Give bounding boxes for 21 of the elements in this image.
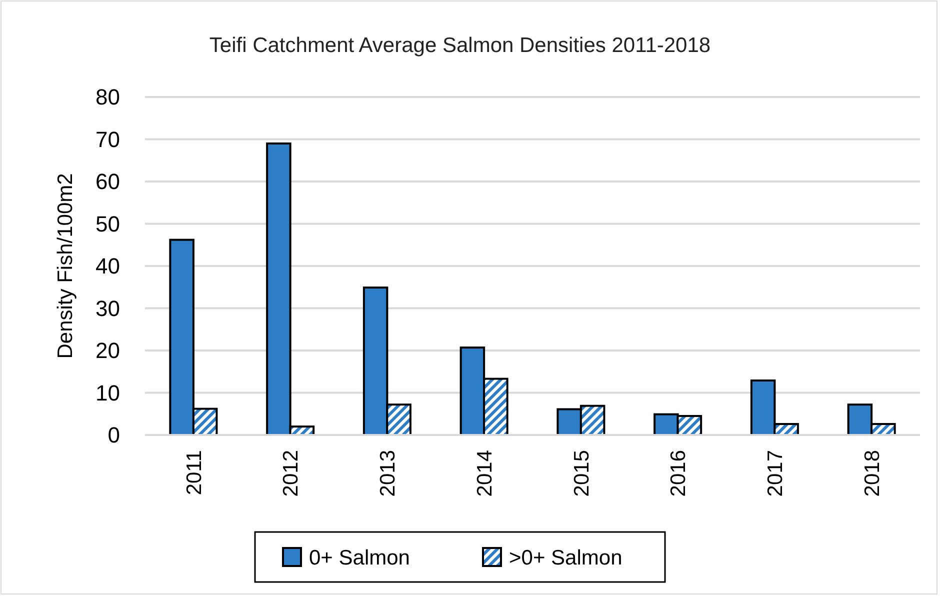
y-tick-label: 60 (96, 169, 120, 194)
chart-title: Teifi Catchment Average Salmon Densities 2011-2018 (209, 34, 711, 57)
y-tick-label: 30 (96, 296, 120, 321)
x-tick-label: 2015 (570, 450, 594, 497)
y-tick-label: 50 (96, 211, 120, 236)
y-tick-label: 70 (96, 126, 120, 152)
legend-label: >0+ Salmon (509, 546, 622, 570)
y-tick-label: 0 (108, 422, 120, 448)
y-tick-label: 20 (96, 338, 120, 364)
x-tick-label: 2013 (376, 450, 400, 497)
y-tick-label: 40 (96, 254, 120, 279)
x-tick-label: 2017 (764, 450, 788, 497)
x-tick-label: 2016 (667, 450, 690, 497)
y-tick-label: 80 (96, 84, 120, 110)
x-tick-label: 2014 (473, 450, 496, 497)
y-axis-title: Density Fish/100m2 (54, 173, 77, 359)
x-tick-label: 2011 (182, 450, 206, 496)
y-tick-label: 10 (96, 380, 120, 406)
x-tick-label: 2012 (280, 450, 303, 497)
legend-label: 0+ Salmon (309, 546, 410, 570)
x-tick-label: 2018 (860, 450, 884, 497)
